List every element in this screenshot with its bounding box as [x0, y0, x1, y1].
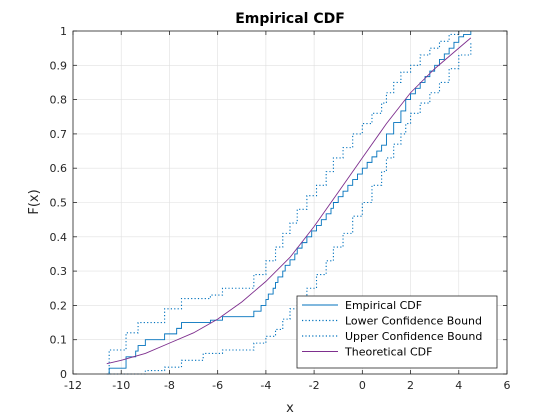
legend: Empirical CDF Lower Confidence Bound Upper…: [296, 295, 498, 369]
x-axis-label: x: [286, 401, 294, 416]
y-tick-label: 0.8: [50, 94, 68, 107]
x-tick-label: -12: [64, 379, 82, 392]
x-tick-label: 0: [359, 379, 366, 392]
legend-label-1: Lower Confidence Bound: [345, 315, 482, 328]
x-tick-label: -8: [164, 379, 175, 392]
x-tick-label: -6: [212, 379, 223, 392]
x-tick-label: 6: [504, 379, 511, 392]
legend-box: [296, 295, 498, 369]
y-tick-label: 0.3: [50, 265, 68, 278]
x-tick-label: -4: [260, 379, 271, 392]
y-tick-label: 0.4: [50, 231, 68, 244]
legend-label-0: Empirical CDF: [345, 299, 422, 312]
chart-title: Empirical CDF: [235, 11, 345, 27]
x-tick-label: 4: [455, 379, 462, 392]
ticks: -12 -10 -8 -6 -4 -2 0 2 4 6 0 0.1 0.2 0.3 0.4 0.5 0.6 0.7…: [50, 25, 511, 392]
y-tick-label: 0.6: [50, 162, 68, 175]
x-tick-label: -2: [309, 379, 320, 392]
y-tick-label: 0.2: [50, 299, 68, 312]
legend-label-2: Upper Confidence Bound: [345, 330, 482, 343]
y-tick-label: 0.7: [50, 128, 68, 141]
y-tick-label: 0.1: [50, 334, 68, 347]
y-tick-label: 0.9: [50, 59, 68, 72]
series-layer: [106, 30, 472, 375]
y-tick-label: 0.5: [50, 197, 68, 210]
y-tick-label: 0: [60, 368, 67, 381]
x-tick-label: 2: [407, 379, 414, 392]
y-tick-label: 1: [60, 25, 67, 38]
legend-label-3: Theoretical CDF: [344, 346, 432, 359]
series-line-2: [106, 30, 471, 375]
y-axis-label: F(x): [27, 189, 42, 214]
series-line-0: [106, 31, 472, 375]
x-tick-label: -10: [112, 379, 130, 392]
series-line-3: [106, 37, 472, 365]
